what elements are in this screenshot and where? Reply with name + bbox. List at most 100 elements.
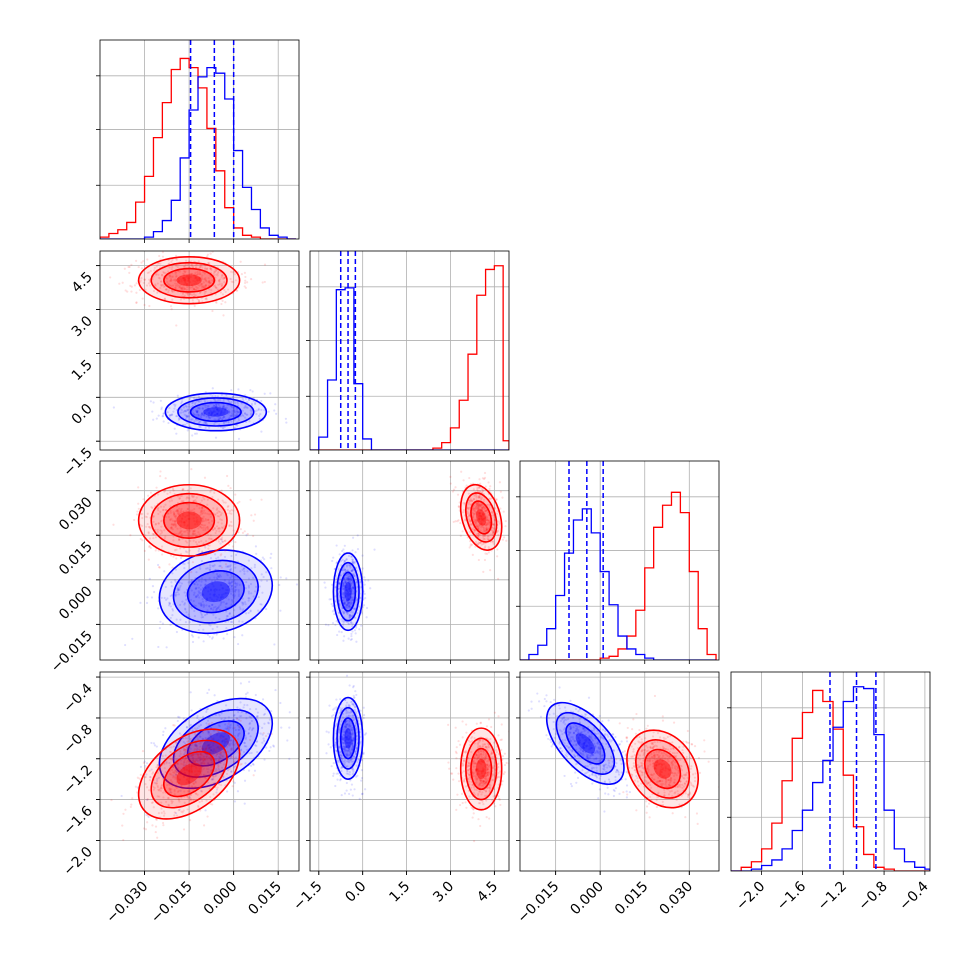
scatter-point-blue: [237, 718, 241, 721]
scatter-point-red: [212, 528, 215, 532]
density-fill-red: [176, 762, 202, 786]
scatter-point-blue: [222, 426, 225, 429]
scatter-point-red: [181, 533, 184, 536]
scatter-point-red: [208, 787, 211, 790]
scatter-point-red: [236, 718, 239, 721]
density-fill-red: [460, 484, 502, 551]
scatter-point-red: [196, 276, 200, 280]
scatter-point-red: [234, 493, 237, 496]
scatter-point-red: [194, 733, 197, 736]
scatter-point-blue: [348, 593, 351, 596]
scatter-point-red: [252, 519, 255, 522]
scatter-point-blue: [331, 610, 334, 613]
scatter-point-blue: [195, 400, 199, 403]
scatter-point-blue: [216, 412, 219, 416]
scatter-point-blue: [207, 732, 210, 735]
scatter-point-red: [211, 279, 214, 282]
scatter-point-blue: [187, 613, 190, 616]
scatter-point-blue: [150, 768, 153, 771]
scatter-point-red: [220, 736, 223, 739]
scatter-point-red: [209, 733, 212, 736]
scatter-point-blue: [162, 420, 165, 423]
scatter-point-blue: [349, 592, 352, 596]
scatter-point-red: [485, 528, 489, 532]
scatter-point-red: [484, 552, 487, 555]
scatter-point-red: [167, 512, 170, 515]
scatter-point-blue: [207, 744, 210, 747]
scatter-point-red: [202, 758, 205, 761]
scatter-point-blue: [204, 546, 207, 549]
scatter-point-blue: [243, 745, 246, 748]
scatter-point-red: [225, 548, 228, 552]
scatter-point-red: [201, 550, 204, 553]
scatter-point-red: [179, 739, 182, 742]
scatter-point-blue: [347, 754, 350, 757]
scatter-point-blue: [200, 411, 204, 415]
scatter-point-blue: [189, 691, 192, 694]
scatter-point-red: [195, 278, 198, 281]
scatter-point-red: [199, 523, 203, 526]
scatter-point-red: [476, 506, 480, 509]
scatter-point-blue: [343, 727, 346, 731]
scatter-point-blue: [199, 415, 203, 419]
scatter-point-red: [479, 529, 482, 532]
scatter-point-red: [184, 259, 188, 262]
contour-blue: [186, 720, 245, 767]
scatter-point-red: [481, 508, 484, 511]
scatter-point-blue: [206, 707, 210, 711]
scatter-point-blue: [213, 588, 216, 592]
scatter-point-red: [202, 526, 205, 529]
scatter-point-red: [202, 759, 205, 762]
scatter-point-red: [178, 280, 181, 283]
scatter-point-red: [166, 280, 169, 284]
scatter-point-blue: [238, 715, 241, 718]
scatter-point-blue: [216, 606, 219, 610]
scatter-point-blue: [211, 412, 214, 415]
scatter-point-red: [190, 263, 193, 266]
scatter-point-red: [223, 737, 226, 740]
scatter-point-blue: [172, 765, 175, 769]
scatter-point-blue: [254, 402, 257, 406]
scatter-point-red: [474, 540, 478, 544]
scatter-point-blue: [212, 593, 215, 596]
scatter-point-blue: [345, 723, 348, 726]
scatter-point-blue: [177, 588, 180, 592]
scatter-point-red: [168, 783, 171, 786]
scatter-point-blue: [218, 753, 222, 756]
scatter-point-blue: [237, 724, 240, 727]
scatter-point-blue: [185, 598, 188, 601]
scatter-point-blue: [332, 762, 335, 765]
scatter-point-blue: [213, 593, 216, 596]
scatter-point-blue: [174, 593, 177, 597]
scatter-point-red: [503, 771, 506, 774]
scatter-point-blue: [213, 694, 216, 697]
scatter-point-blue: [349, 592, 352, 596]
contour-red: [163, 267, 216, 293]
scatter-point-red: [171, 289, 174, 292]
scatter-point-blue: [343, 591, 346, 595]
scatter-point-red: [180, 534, 183, 537]
scatter-point-blue: [359, 581, 362, 584]
scatter-point-red: [477, 541, 480, 544]
scatter-point-blue: [232, 413, 235, 416]
scatter-point-red: [202, 285, 205, 289]
scatter-point-blue: [226, 592, 229, 595]
scatter-point-red: [229, 277, 232, 281]
scatter-point-red: [483, 517, 487, 520]
scatter-point-red: [200, 800, 204, 803]
contour-blue: [332, 696, 364, 780]
scatter-point-blue: [247, 597, 250, 600]
scatter-point-blue: [222, 776, 225, 779]
scatter-point-blue: [202, 588, 205, 591]
scatter-point-blue: [349, 596, 352, 599]
scatter-point-red: [483, 471, 487, 475]
scatter-point-red: [178, 281, 181, 284]
scatter-point-blue: [355, 735, 359, 738]
panel-frame: [99, 460, 300, 661]
scatter-point-blue: [269, 746, 272, 749]
scatter-point-red: [144, 515, 147, 518]
scatter-point-blue: [347, 737, 351, 740]
scatter-point-red: [160, 787, 163, 790]
scatter-point-blue: [179, 584, 182, 587]
scatter-point-blue: [112, 406, 115, 409]
